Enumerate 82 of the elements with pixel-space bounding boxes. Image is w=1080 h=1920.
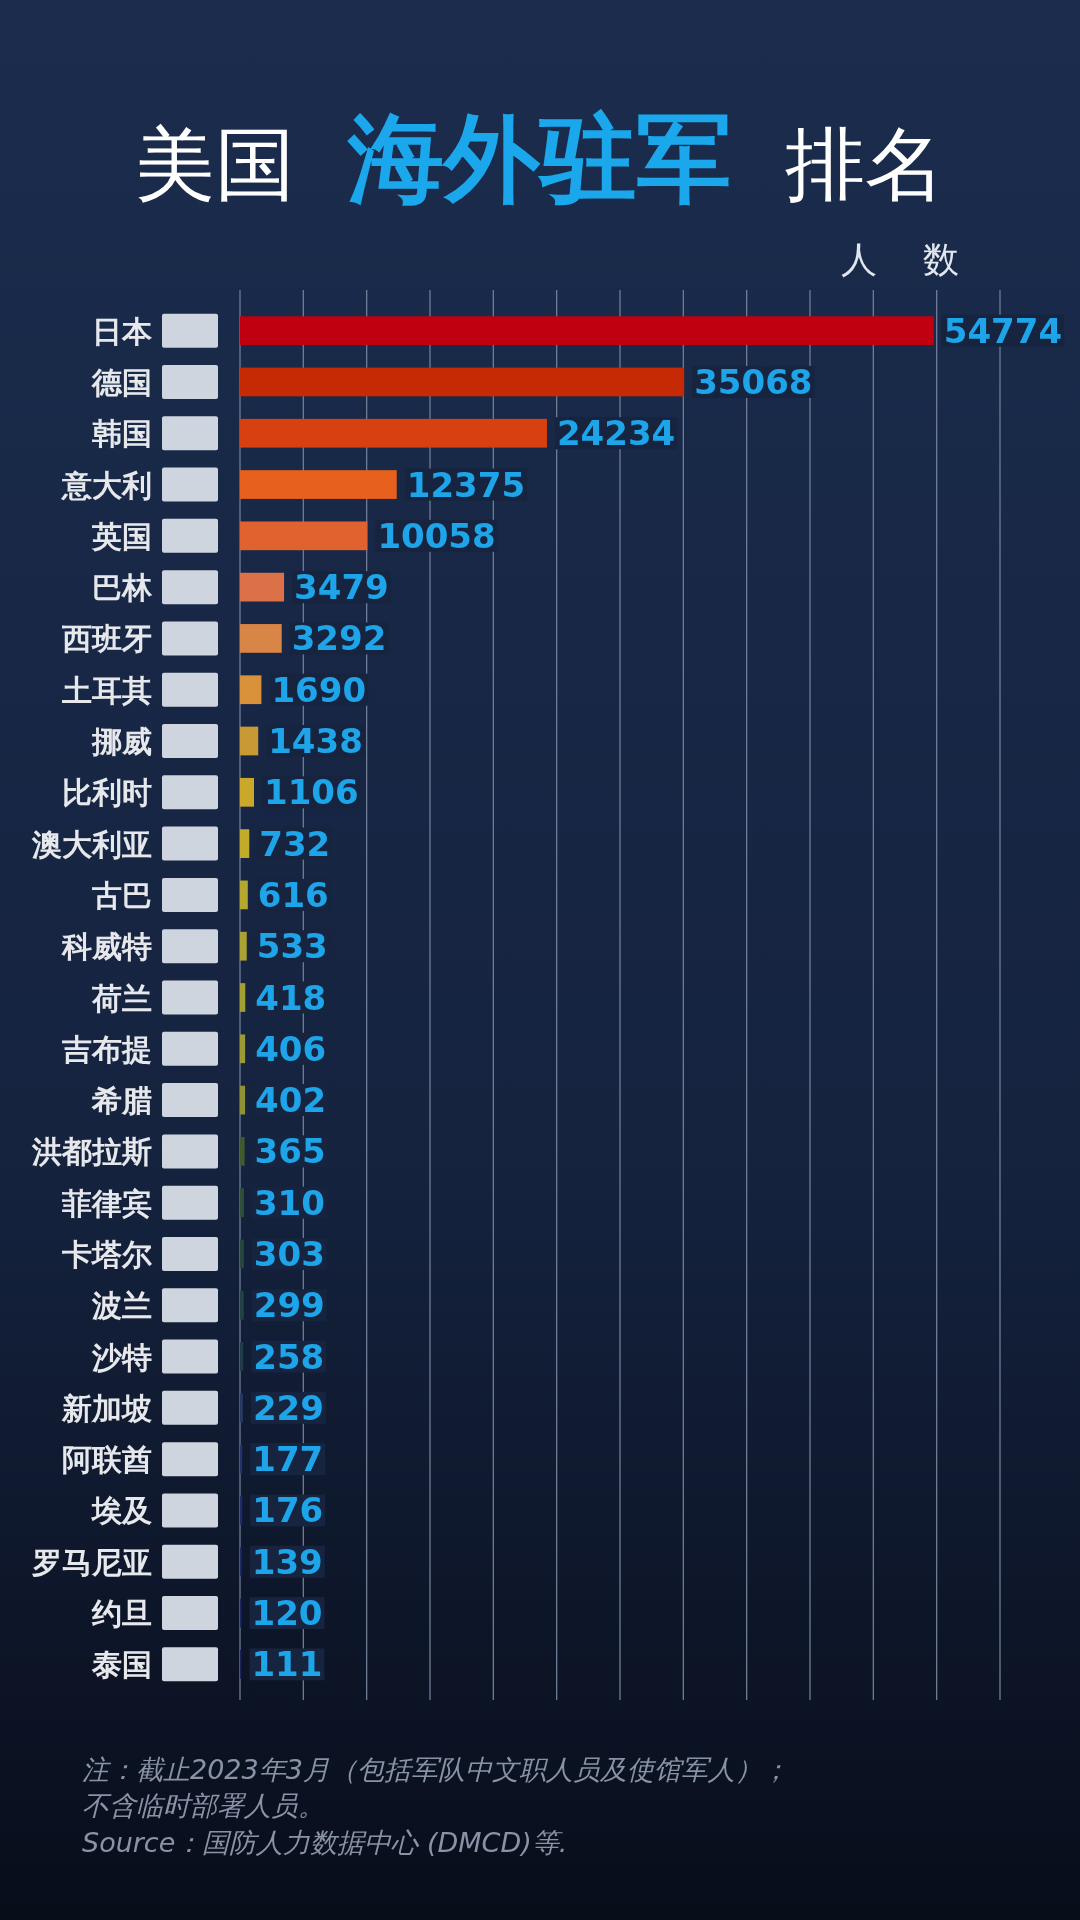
bar (240, 1290, 244, 1320)
data-label: 258 (253, 1336, 325, 1377)
y-tick-label: 菲律宾 (62, 1185, 152, 1221)
bar (240, 1342, 244, 1371)
text: 注：截止2023年3月（包括军队中文职人员及使馆军人）；不含临时部署人员。 (82, 1753, 790, 1824)
bar (240, 1444, 243, 1474)
data-label: 111 (251, 1644, 323, 1685)
bar (240, 470, 397, 499)
y-tick-label: 希腊 (91, 1083, 152, 1119)
bar (240, 316, 934, 346)
chart-title: 美国 海外驻军 排名 (134, 103, 946, 215)
bar (240, 572, 285, 602)
y-tick-label: 吉布提 (61, 1031, 152, 1067)
y-tick-label: 挪威 (91, 724, 152, 760)
data-label: 54774 (943, 310, 1063, 351)
y-tick-label: 科威特 (61, 929, 152, 965)
data-label: 406 (255, 1028, 327, 1069)
y-tick-label: 日本 (92, 313, 153, 349)
bar (240, 1239, 244, 1269)
data-label: 3479 (294, 567, 389, 608)
data-label: 35068 (694, 361, 813, 402)
data-label: 139 (251, 1541, 323, 1582)
data-label: 732 (259, 823, 331, 864)
bar (240, 418, 547, 448)
bar (240, 829, 250, 858)
data-label: 1106 (264, 772, 359, 813)
y-tick-label: 古巴 (91, 877, 152, 913)
y-tick-label: 波兰 (91, 1288, 152, 1324)
data-label: 12375 (406, 464, 526, 505)
bar (240, 1034, 246, 1064)
source-note: Source：国防人力数据中心 (DMCD)等. (82, 1825, 569, 1860)
data-label: 176 (252, 1490, 324, 1531)
y-tick-label: 约旦 (91, 1596, 152, 1632)
y-tick-label: 洪都拉斯 (31, 1134, 152, 1170)
data-label: 229 (252, 1387, 324, 1428)
y-tick-label: 巴林 (92, 570, 153, 606)
y-tick-label: 西班牙 (61, 621, 152, 657)
y-tick-label: 德国 (91, 364, 152, 400)
bar (240, 1188, 244, 1218)
y-tick-label: 英国 (91, 518, 152, 554)
bar (240, 1137, 245, 1166)
data-label: 402 (255, 1080, 327, 1121)
bar (240, 521, 368, 551)
data-label: 3292 (291, 618, 387, 659)
y-tick-label: 埃及 (90, 1493, 152, 1529)
data-label: 299 (253, 1285, 325, 1326)
y-tick-label: 澳大利亚 (31, 826, 152, 862)
x-axis-title: 人 数 (841, 239, 959, 280)
y-tick-label: 比利时 (62, 775, 152, 811)
y-tick-label: 荷兰 (91, 980, 152, 1016)
bar (240, 1496, 243, 1525)
data-label: 1690 (271, 669, 367, 710)
bar (240, 675, 262, 705)
data-label: 616 (257, 874, 329, 915)
data-label: 177 (252, 1439, 324, 1480)
y-tick-label: 卡塔尔 (61, 1236, 152, 1272)
y-tick-label: 沙特 (91, 1339, 152, 1375)
y-tick-label: 韩国 (91, 416, 152, 452)
bar (240, 931, 247, 961)
data-label: 418 (255, 977, 327, 1018)
y-tick-label: 意大利 (60, 467, 152, 503)
data-label: 1438 (268, 721, 363, 762)
bar (240, 726, 259, 756)
data-label: 120 (251, 1593, 323, 1634)
data-label: 24234 (556, 413, 676, 454)
bar (240, 367, 685, 397)
y-tick-label: 土耳其 (61, 672, 152, 708)
bar (240, 983, 246, 1012)
y-tick-label: 新加坡 (61, 1390, 152, 1426)
y-tick-label: 罗马尼亚 (31, 1544, 152, 1580)
data-label: 365 (254, 1131, 326, 1172)
data-label: 10058 (377, 515, 496, 556)
data-label: 310 (253, 1182, 325, 1223)
bar (240, 1393, 243, 1423)
bar (240, 880, 248, 910)
y-tick-label: 阿联酋 (62, 1442, 152, 1478)
bar (240, 777, 255, 807)
data-label: 303 (253, 1233, 325, 1274)
data-label: 533 (256, 926, 328, 967)
bar (240, 1085, 246, 1115)
bar (240, 624, 282, 653)
y-tick-label: 泰国 (91, 1647, 152, 1683)
